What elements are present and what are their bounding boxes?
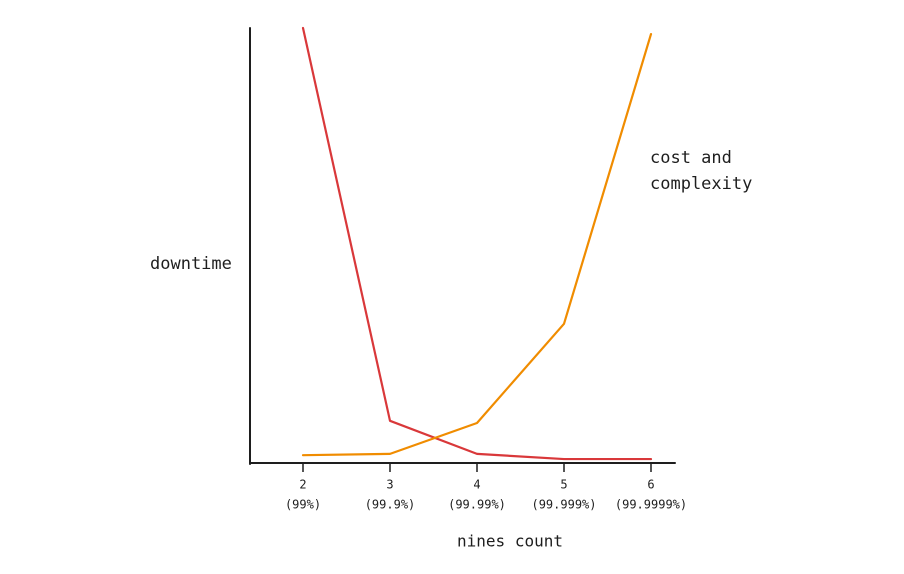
x-tick-label: 2 (299, 478, 306, 492)
x-tick-label: 3 (386, 478, 393, 492)
x-tick-sublabel: (99.9%) (365, 498, 416, 512)
series-label: downtime (150, 254, 232, 274)
x-tick-sublabel: (99.9999%) (615, 498, 687, 512)
x-axis-label: nines count (457, 532, 563, 551)
x-tick-label: 6 (647, 478, 654, 492)
x-tick-sublabel: (99.999%) (531, 498, 596, 512)
series-label: cost and complexity (650, 148, 753, 194)
x-tick-sublabel: (99.99%) (448, 498, 506, 512)
x-tick-label: 5 (560, 478, 567, 492)
series-line (301, 26, 653, 461)
x-tick-sublabel: (99%) (285, 498, 321, 512)
series-line (301, 32, 653, 457)
x-tick-label: 4 (473, 478, 480, 492)
